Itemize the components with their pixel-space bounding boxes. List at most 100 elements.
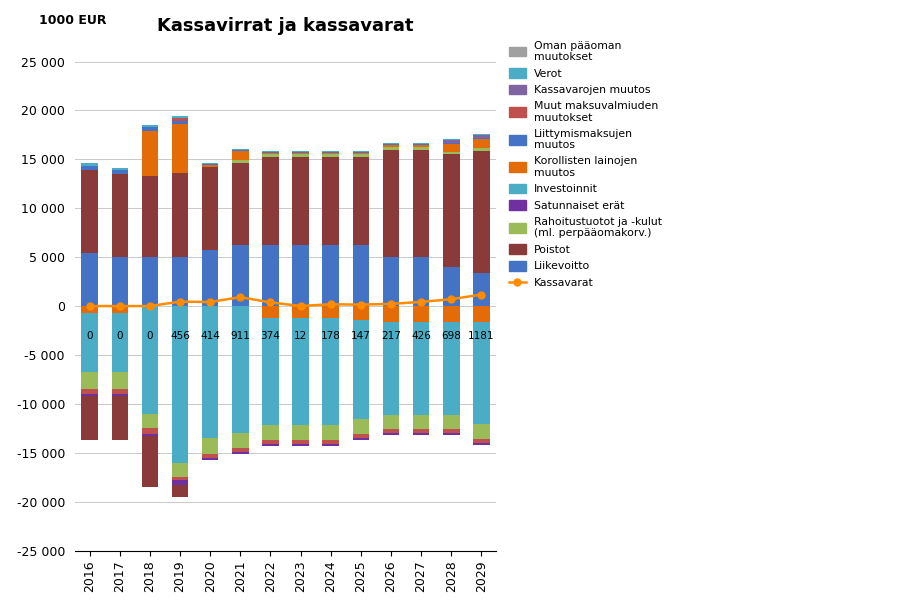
Bar bbox=[142, 176, 158, 257]
Bar bbox=[232, 160, 249, 163]
Bar bbox=[81, 163, 98, 166]
Bar bbox=[413, 322, 429, 415]
Bar bbox=[292, 154, 309, 157]
Text: 414: 414 bbox=[200, 330, 220, 341]
Bar bbox=[292, 306, 309, 318]
Bar bbox=[142, 434, 158, 436]
Bar bbox=[443, 429, 460, 433]
Bar bbox=[202, 250, 218, 306]
Bar bbox=[383, 322, 399, 415]
Text: 1000 EUR: 1000 EUR bbox=[39, 14, 106, 27]
Bar bbox=[262, 440, 279, 444]
Bar bbox=[111, 168, 129, 170]
Bar bbox=[413, 306, 429, 322]
Text: 178: 178 bbox=[320, 330, 340, 341]
Bar bbox=[443, 306, 460, 322]
Bar bbox=[262, 306, 279, 318]
Bar bbox=[322, 151, 339, 152]
Bar bbox=[262, 426, 279, 440]
Bar bbox=[383, 429, 399, 433]
Bar bbox=[443, 144, 460, 152]
Bar bbox=[353, 245, 369, 306]
Bar bbox=[172, 463, 188, 477]
Bar bbox=[142, 127, 158, 131]
Bar bbox=[292, 444, 309, 446]
Text: 147: 147 bbox=[351, 330, 371, 341]
Bar bbox=[142, 306, 158, 413]
Text: 12: 12 bbox=[294, 330, 307, 341]
Bar bbox=[413, 147, 429, 149]
Bar bbox=[142, 436, 158, 487]
Bar bbox=[473, 439, 490, 443]
Bar bbox=[322, 426, 339, 440]
Bar bbox=[172, 477, 188, 480]
Bar bbox=[111, 174, 129, 257]
Bar bbox=[292, 151, 309, 152]
Bar bbox=[142, 413, 158, 429]
Bar bbox=[443, 143, 460, 144]
Bar bbox=[413, 144, 429, 147]
Bar bbox=[262, 154, 279, 157]
Bar bbox=[142, 125, 158, 127]
Bar bbox=[172, 117, 188, 118]
Bar bbox=[443, 139, 460, 140]
Bar bbox=[443, 140, 460, 143]
Bar bbox=[172, 118, 188, 121]
Bar bbox=[81, 306, 98, 313]
Text: 911: 911 bbox=[231, 330, 251, 341]
Bar bbox=[413, 143, 429, 144]
Bar bbox=[473, 139, 490, 148]
Bar bbox=[202, 453, 218, 458]
Text: 456: 456 bbox=[170, 330, 190, 341]
Bar bbox=[353, 438, 369, 440]
Bar bbox=[353, 306, 369, 320]
Bar bbox=[202, 458, 218, 459]
Bar bbox=[81, 389, 98, 394]
Bar bbox=[322, 444, 339, 446]
Bar bbox=[81, 394, 98, 396]
Bar bbox=[262, 152, 279, 154]
Bar bbox=[473, 443, 490, 445]
Bar bbox=[232, 149, 249, 151]
Bar bbox=[473, 138, 490, 139]
Bar bbox=[443, 322, 460, 415]
Bar bbox=[262, 444, 279, 446]
Bar bbox=[292, 318, 309, 426]
Bar bbox=[81, 313, 98, 371]
Bar bbox=[322, 306, 339, 318]
Text: 0: 0 bbox=[117, 330, 123, 341]
Bar bbox=[473, 306, 490, 322]
Bar bbox=[172, 485, 188, 497]
Bar bbox=[81, 166, 98, 170]
Bar bbox=[81, 396, 98, 440]
Bar bbox=[111, 170, 129, 174]
Bar bbox=[111, 257, 129, 306]
Bar bbox=[443, 154, 460, 267]
Bar bbox=[413, 433, 429, 435]
Bar bbox=[473, 322, 490, 424]
Bar bbox=[81, 253, 98, 306]
Bar bbox=[322, 157, 339, 245]
Bar bbox=[202, 306, 218, 438]
Bar bbox=[142, 429, 158, 434]
Bar bbox=[353, 157, 369, 245]
Text: 217: 217 bbox=[381, 330, 401, 341]
Text: 698: 698 bbox=[442, 330, 462, 341]
Bar bbox=[292, 157, 309, 245]
Title: Kassavirrat ja kassavarat: Kassavirrat ja kassavarat bbox=[157, 17, 414, 35]
Bar bbox=[383, 433, 399, 435]
Bar bbox=[322, 154, 339, 157]
Bar bbox=[202, 163, 218, 164]
Bar bbox=[353, 151, 369, 152]
Bar bbox=[443, 152, 460, 154]
Bar bbox=[383, 147, 399, 149]
Bar bbox=[473, 424, 490, 439]
Bar bbox=[353, 154, 369, 157]
Bar bbox=[81, 170, 98, 253]
Bar bbox=[353, 434, 369, 438]
Bar bbox=[292, 440, 309, 444]
Bar bbox=[353, 320, 369, 419]
Bar bbox=[262, 157, 279, 245]
Bar bbox=[232, 306, 249, 433]
Bar bbox=[172, 306, 188, 463]
